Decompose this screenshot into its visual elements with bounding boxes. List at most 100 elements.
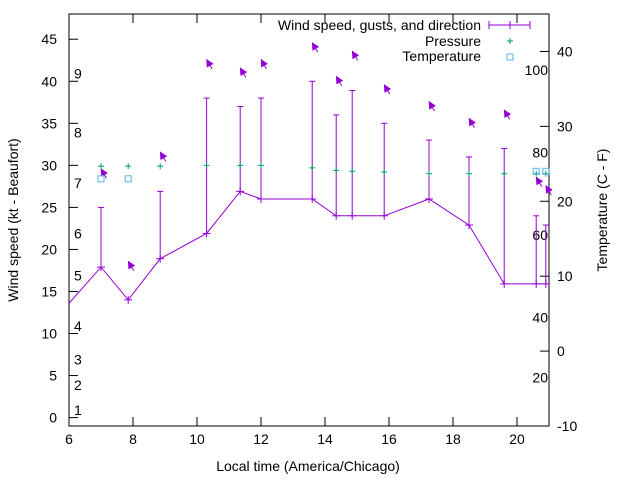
legend: Wind speed, gusts, and direction Pressur… bbox=[278, 17, 531, 64]
direction-arrow bbox=[127, 260, 136, 271]
direction-arrow-head bbox=[127, 260, 136, 270]
legend-label-temperature: Temperature bbox=[402, 48, 481, 64]
wind-speed-point bbox=[425, 194, 433, 203]
direction-arrow-head bbox=[503, 109, 512, 119]
beaufort-label: 6 bbox=[74, 225, 82, 241]
wind-speed-point bbox=[236, 187, 245, 196]
direction-arrow-head bbox=[100, 168, 109, 177]
y-right-tick-label: 30 bbox=[557, 118, 573, 134]
direction-arrow bbox=[503, 109, 512, 120]
direction-arrow bbox=[335, 75, 344, 86]
x-tick-label: 20 bbox=[509, 431, 525, 447]
legend-label-wind: Wind speed, gusts, and direction bbox=[278, 17, 481, 33]
temperature-point bbox=[532, 167, 540, 175]
beaufort-label: 2 bbox=[74, 377, 82, 393]
wind-speed-point bbox=[202, 229, 211, 238]
direction-arrow bbox=[159, 151, 168, 162]
pressure-point bbox=[157, 163, 164, 170]
pressure-point bbox=[125, 163, 132, 170]
wind-speed-line bbox=[68, 190, 546, 304]
direction-arrow bbox=[468, 117, 477, 129]
wind-speed-point bbox=[257, 194, 265, 203]
fahrenheit-label: 20 bbox=[532, 369, 548, 385]
x-tick-label: 6 bbox=[65, 431, 73, 447]
y-left-tick-label: 15 bbox=[41, 283, 57, 299]
wind-speed-point bbox=[332, 211, 341, 220]
legend-sample-pressure bbox=[507, 38, 513, 44]
pressure-point bbox=[381, 169, 388, 176]
direction-arrow-head bbox=[545, 185, 553, 194]
direction-arrow-head bbox=[535, 176, 544, 186]
y-left-tick-label: 20 bbox=[41, 241, 57, 257]
x-tick-label: 16 bbox=[381, 431, 397, 447]
pressure-point bbox=[466, 170, 472, 177]
direction-arrow-head bbox=[260, 58, 269, 68]
y-left-tick-label: 45 bbox=[41, 31, 57, 47]
y-left-tick-label: 35 bbox=[41, 115, 57, 131]
y-axis-left-label: Wind speed (kt - Beaufort) bbox=[5, 138, 21, 301]
fahrenheit-label: 100 bbox=[525, 62, 549, 78]
y-right-tick-label: 20 bbox=[557, 193, 573, 209]
direction-arrow-head bbox=[335, 75, 344, 85]
wind-speed-point bbox=[500, 279, 509, 288]
direction-arrow-head bbox=[428, 100, 437, 110]
direction-arrow bbox=[100, 168, 109, 179]
direction-arrow-head bbox=[311, 42, 320, 51]
direction-arrow bbox=[428, 100, 437, 112]
pressure-point bbox=[237, 162, 244, 169]
wind-speed-point bbox=[380, 211, 389, 220]
x-tick-label: 12 bbox=[253, 431, 269, 447]
legend-label-pressure: Pressure bbox=[425, 33, 481, 49]
beaufort-label: 7 bbox=[74, 175, 82, 191]
beaufort-label: 3 bbox=[74, 352, 82, 368]
wind-speed-point bbox=[465, 221, 473, 230]
pressure-point bbox=[426, 170, 432, 177]
x-tick-label: 18 bbox=[445, 431, 461, 447]
wind-speed-point bbox=[156, 254, 165, 263]
y-left-tick-label: 30 bbox=[41, 157, 57, 173]
pressure-point bbox=[333, 167, 340, 174]
y-axis-right-label: Temperature (C - F) bbox=[594, 149, 610, 272]
beaufort-label: 9 bbox=[74, 66, 82, 82]
wind-speed-point bbox=[308, 194, 317, 203]
beaufort-label: 8 bbox=[74, 125, 82, 141]
labels-group: Local time (America/Chicago) Wind speed … bbox=[5, 138, 610, 474]
x-tick-label: 10 bbox=[189, 431, 205, 447]
direction-arrow-head bbox=[206, 58, 214, 68]
y-right-tick-label: -10 bbox=[557, 418, 577, 434]
direction-arrow bbox=[351, 50, 360, 61]
y-left-tick-label: 10 bbox=[41, 326, 57, 342]
legend-sample-temperature bbox=[506, 53, 514, 61]
x-axis-label: Local time (America/Chicago) bbox=[216, 458, 400, 474]
direction-arrow bbox=[383, 84, 392, 95]
direction-arrow-head bbox=[239, 67, 248, 77]
fahrenheit-label: 40 bbox=[532, 309, 548, 325]
legend-sample-wind-point bbox=[506, 21, 514, 29]
pressure-point bbox=[203, 162, 210, 169]
pressure-point bbox=[98, 163, 104, 170]
wind-speed-point bbox=[124, 295, 133, 304]
plot-area-group bbox=[68, 13, 550, 427]
y-right-tick-label: 10 bbox=[557, 268, 573, 284]
series-group bbox=[68, 42, 553, 304]
beaufort-label: 5 bbox=[74, 267, 82, 283]
direction-arrow-head bbox=[159, 151, 168, 161]
direction-arrow bbox=[535, 176, 544, 187]
direction-arrow-head bbox=[351, 50, 360, 60]
direction-arrow bbox=[311, 42, 320, 53]
wind-speed-point bbox=[348, 211, 357, 220]
y-left-tick-label: 25 bbox=[41, 199, 57, 215]
direction-arrow-head bbox=[468, 117, 477, 127]
beaufort-label: 1 bbox=[74, 402, 82, 418]
wind-speed-point bbox=[541, 279, 550, 288]
y-left-tick-label: 5 bbox=[49, 368, 57, 384]
fahrenheit-label: 80 bbox=[532, 145, 548, 161]
wind-speed-point bbox=[97, 263, 105, 272]
pressure-point bbox=[542, 170, 549, 177]
pressure-point bbox=[533, 170, 540, 177]
y-left-tick-label: 40 bbox=[41, 73, 57, 89]
direction-arrow bbox=[239, 67, 248, 78]
y-right-tick-label: 40 bbox=[557, 43, 573, 59]
direction-arrow bbox=[545, 185, 553, 196]
